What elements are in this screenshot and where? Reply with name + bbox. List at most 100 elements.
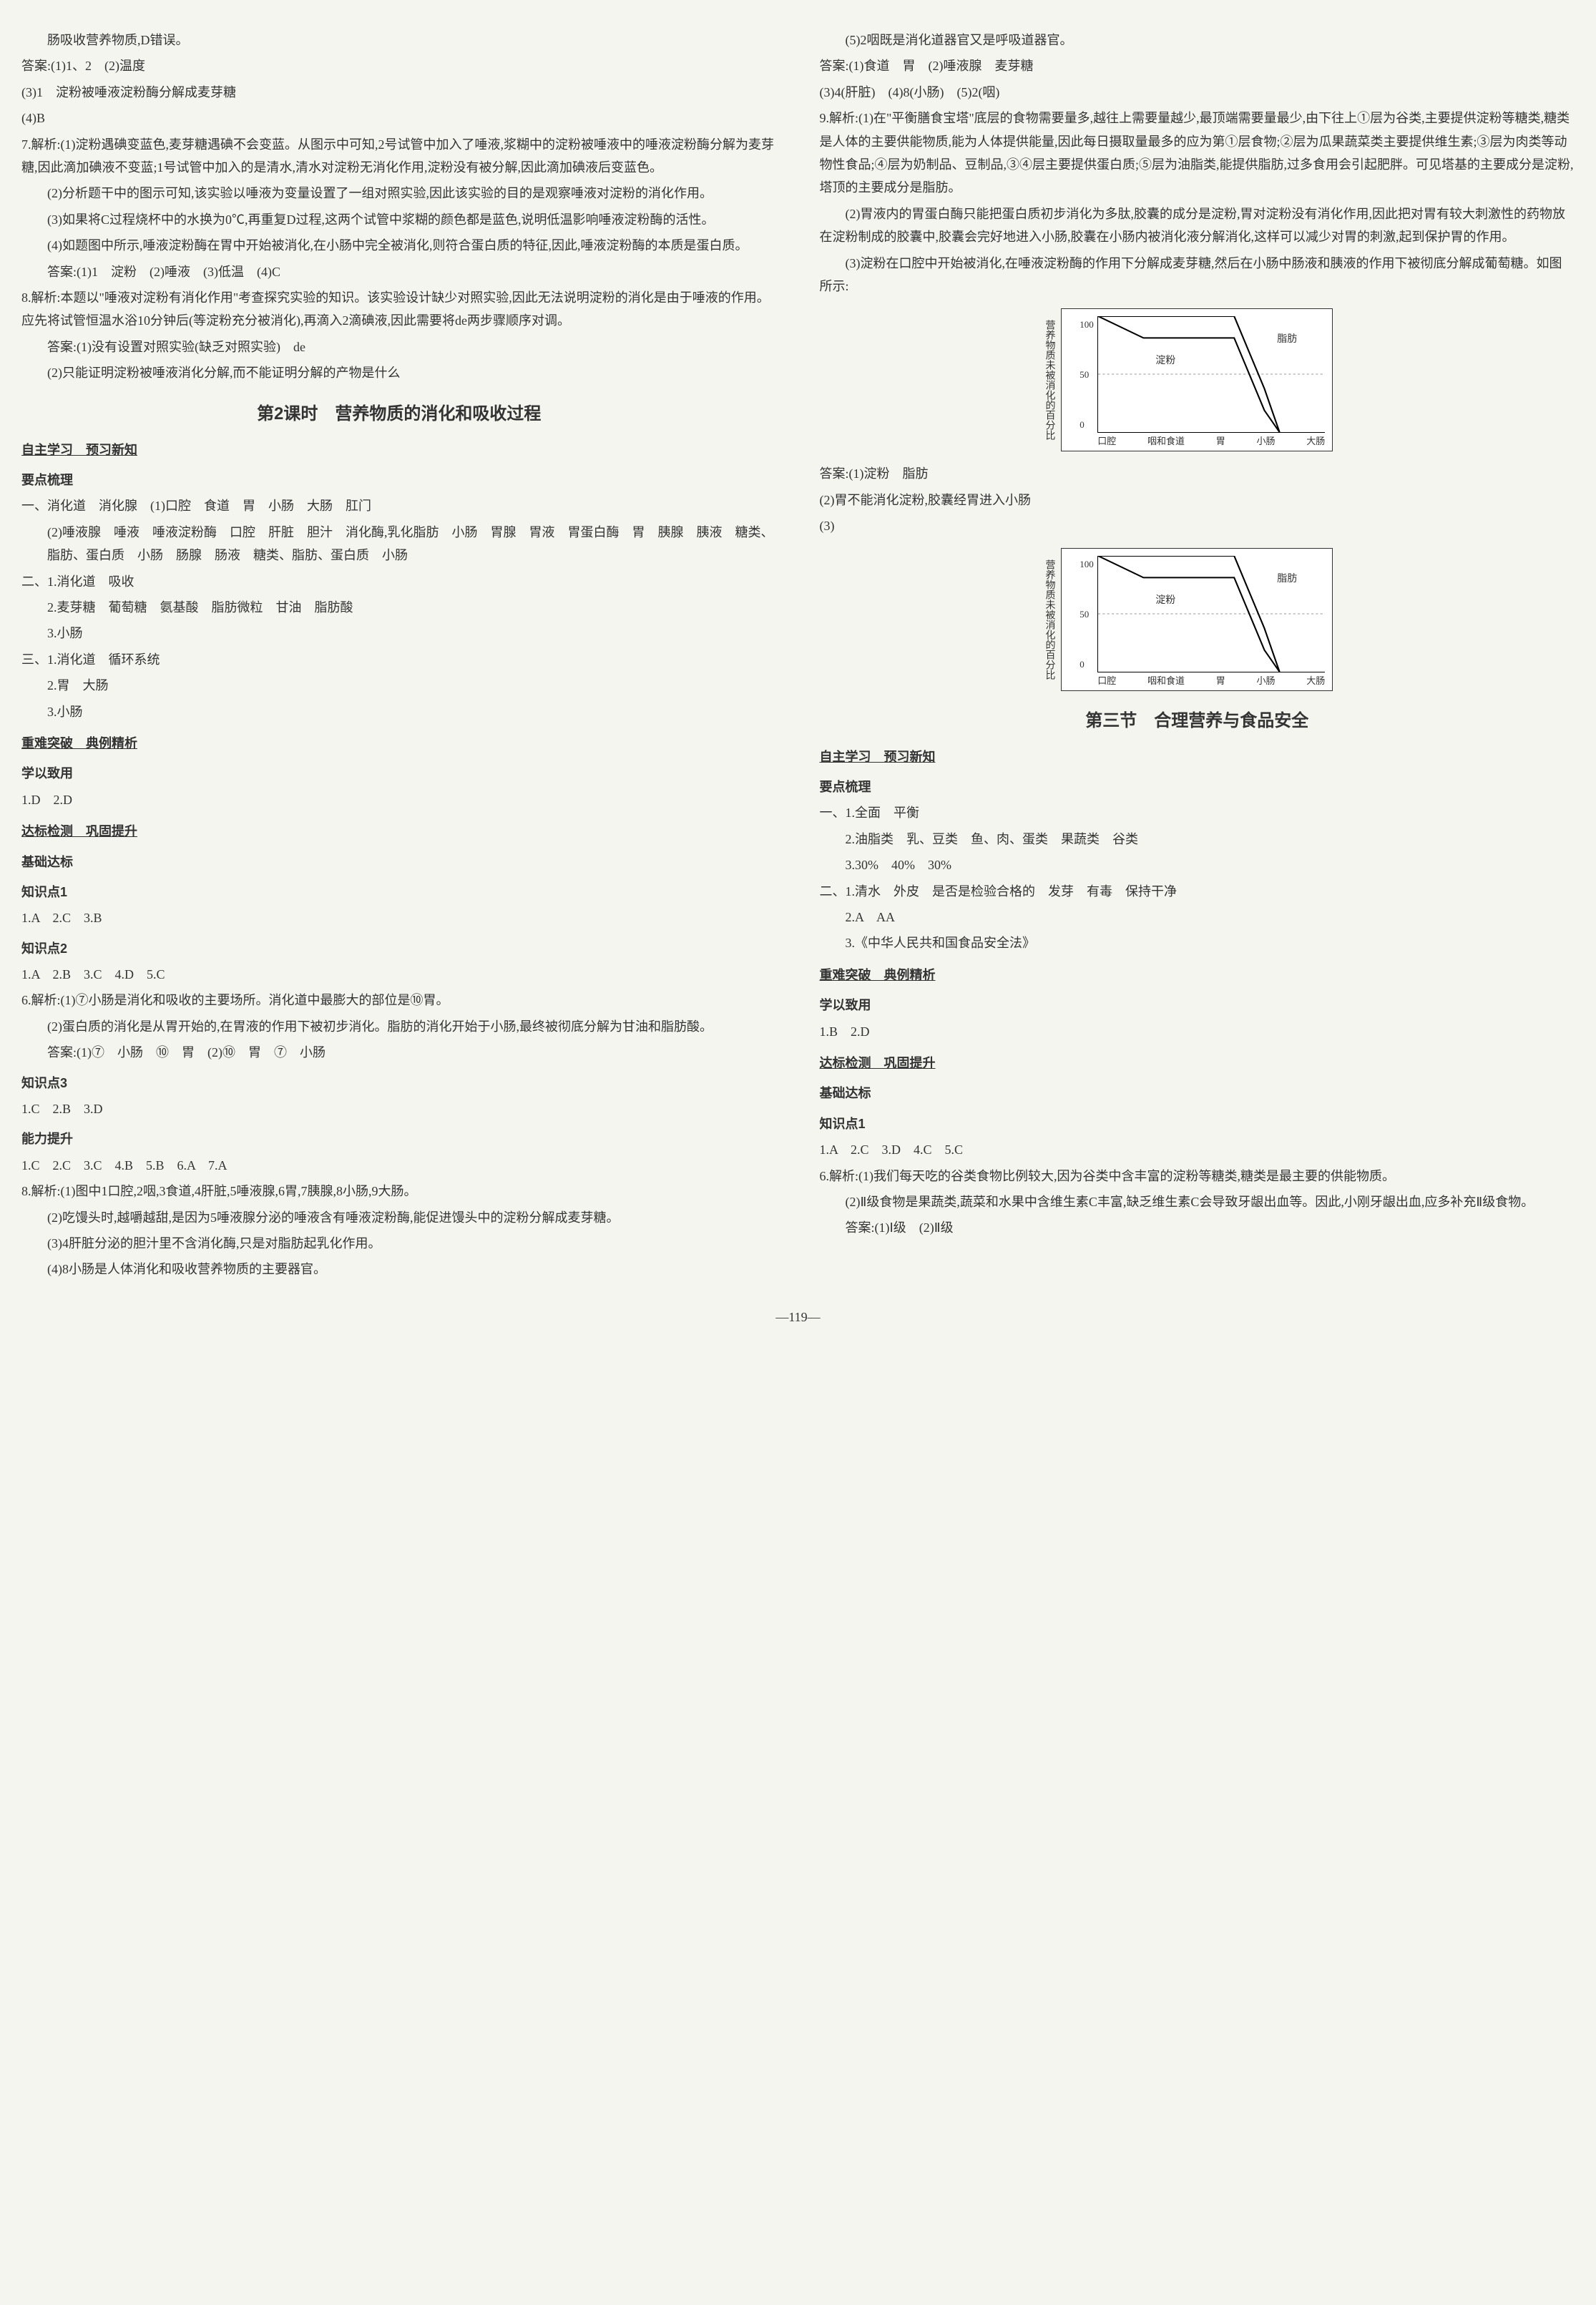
chart1: 营养物质未被消化的百分比 100 50 0 淀粉 脂肪 口腔 <box>1061 308 1333 451</box>
kp2-title: 知识点2 <box>21 937 777 960</box>
ytick2-100: 100 <box>1079 556 1094 572</box>
q8-answer-2: (2)只能证明淀粉被唾液消化分解,而不能证明分解的产物是什么 <box>21 361 777 384</box>
q9-analysis-1: 9.解析:(1)在"平衡膳食宝塔"底层的食物需要量多,越往上需要量越少,最顶端需… <box>820 107 1575 200</box>
chart1-yticks: 100 50 0 <box>1079 316 1094 433</box>
kp-line-5: 3.小肠 <box>21 622 777 645</box>
q8-cont-2: 答案:(1)食道 胃 (2)唾液腺 麦芽糖 <box>820 54 1575 77</box>
ytick-100: 100 <box>1079 316 1094 333</box>
kp3-title: 知识点3 <box>21 1072 777 1095</box>
page-number: —119— <box>21 1306 1575 1328</box>
xlabel2-4: 小肠 <box>1256 672 1275 689</box>
kp1-answers: 1.A 2.C 3.B <box>21 906 777 929</box>
q7-answer: 答案:(1)1 淀粉 (2)唾液 (3)低温 (4)C <box>21 260 777 283</box>
ytick2-50: 50 <box>1079 606 1094 622</box>
chart2: 营养物质未被消化的百分比 100 50 0 淀粉 脂肪 口腔 <box>1061 548 1333 691</box>
kp-line-2: (2)唾液腺 唾液 唾液淀粉酶 口腔 肝脏 胆汁 消化酶,乳化脂肪 小肠 胃腺 … <box>21 521 777 567</box>
right-column: (5)2咽既是消化道器官又是呼吸道器官。 答案:(1)食道 胃 (2)唾液腺 麦… <box>820 29 1575 1284</box>
xlabel2-1: 口腔 <box>1097 672 1116 689</box>
kp-line-3: 二、1.消化道 吸收 <box>21 570 777 593</box>
chart1-ylabel: 营养物质未被消化的百分比 <box>1040 309 1058 451</box>
xlabel-2: 咽和食道 <box>1147 433 1185 449</box>
ytick-0: 0 <box>1079 416 1094 433</box>
chart1-container: 营养物质未被消化的百分比 100 50 0 淀粉 脂肪 口腔 <box>1061 308 1333 451</box>
q8-cont-1: (5)2咽既是消化道器官又是呼吸道器官。 <box>820 29 1575 52</box>
page-container: 肠吸收营养物质,D错误。 答案:(1)1、2 (2)温度 (3)1 淀粉被唾液淀… <box>21 29 1575 1284</box>
q8b-analysis-4: (4)8小肠是人体消化和吸收营养物质的主要器官。 <box>21 1258 777 1281</box>
kp-line-7: 2.胃 大肠 <box>21 674 777 697</box>
kp-s3-5: 2.A AA <box>820 906 1575 929</box>
q8-cont-3: (3)4(肝脏) (4)8(小肠) (5)2(咽) <box>820 81 1575 104</box>
chart2-label-fat: 脂肪 <box>1277 570 1297 588</box>
intro-line-3: (3)1 淀粉被唾液淀粉酶分解成麦芽糖 <box>21 81 777 104</box>
kp1-title-s3: 知识点1 <box>820 1112 1575 1135</box>
q9-answer-1: 答案:(1)淀粉 脂肪 <box>820 462 1575 485</box>
kp2-answers: 1.A 2.B 3.C 4.D 5.C <box>21 963 777 986</box>
basic-title-s3: 基础达标 <box>820 1082 1575 1105</box>
ytick2-0: 0 <box>1079 656 1094 672</box>
chart1-label-starch: 淀粉 <box>1155 352 1175 370</box>
left-column: 肠吸收营养物质,D错误。 答案:(1)1、2 (2)温度 (3)1 淀粉被唾液淀… <box>21 29 777 1284</box>
q6-s3-answer: 答案:(1)Ⅰ级 (2)Ⅱ级 <box>820 1216 1575 1239</box>
q8-analysis-1: 8.解析:本题以"唾液对淀粉有消化作用"考查探究实验的知识。该实验设计缺少对照实… <box>21 286 777 333</box>
q9-answer-3: (3) <box>820 514 1575 537</box>
chart2-yticks: 100 50 0 <box>1079 556 1094 672</box>
kp1-answers-s3: 1.A 2.C 3.D 4.C 5.C <box>820 1138 1575 1161</box>
kp-line-6: 三、1.消化道 循环系统 <box>21 648 777 671</box>
section3-title: 第三节 合理营养与食品安全 <box>820 705 1575 736</box>
xlabel2-3: 胃 <box>1216 672 1225 689</box>
apply-answers: 1.D 2.D <box>21 788 777 811</box>
q9-analysis-2: (2)胃液内的胃蛋白酶只能把蛋白质初步消化为多肽,胶囊的成分是淀粉,胃对淀粉没有… <box>820 202 1575 249</box>
chart2-container: 营养物质未被消化的百分比 100 50 0 淀粉 脂肪 口腔 <box>1061 548 1333 691</box>
q8b-analysis-2: (2)吃馒头时,越嚼越甜,是因为5唾液腺分泌的唾液含有唾液淀粉酶,能促进馒头中的… <box>21 1206 777 1229</box>
chart2-area: 淀粉 脂肪 <box>1097 556 1325 672</box>
difficulty-title-s3: 重难突破 典例精析 <box>820 964 1575 987</box>
xlabel-5: 大肠 <box>1306 433 1325 449</box>
q9-answer-2: (2)胃不能消化淀粉,胶囊经胃进入小肠 <box>820 489 1575 512</box>
chart2-ylabel: 营养物质未被消化的百分比 <box>1040 549 1058 690</box>
chart2-xlabels: 口腔 咽和食道 胃 小肠 大肠 <box>1097 672 1325 689</box>
self-study-title: 自主学习 预习新知 <box>21 439 777 461</box>
kp-s3-3: 3.30% 40% 30% <box>820 853 1575 876</box>
kp-s3-1: 一、1.全面 平衡 <box>820 801 1575 824</box>
kp3-answers: 1.C 2.B 3.D <box>21 1097 777 1120</box>
q8b-analysis-3: (3)4肝脏分泌的胆汁里不含消化酶,只是对脂肪起乳化作用。 <box>21 1232 777 1255</box>
difficulty-title: 重难突破 典例精析 <box>21 732 777 755</box>
lesson2-title: 第2课时 营养物质的消化和吸收过程 <box>21 398 777 429</box>
q6-analysis-2: (2)蛋白质的消化是从胃开始的,在胃液的作用下被初步消化。脂肪的消化开始于小肠,… <box>21 1015 777 1038</box>
apply-title: 学以致用 <box>21 762 777 785</box>
basic-title: 基础达标 <box>21 851 777 873</box>
q6-s3-2: (2)Ⅱ级食物是果蔬类,蔬菜和水果中含维生素C丰富,缺乏维生素C会导致牙龈出血等… <box>820 1190 1575 1213</box>
ytick-50: 50 <box>1079 366 1094 383</box>
q6-answer: 答案:(1)⑦ 小肠 ⑩ 胃 (2)⑩ 胃 ⑦ 小肠 <box>21 1041 777 1064</box>
xlabel2-5: 大肠 <box>1306 672 1325 689</box>
q6-s3-1: 6.解析:(1)我们每天吃的谷类食物比例较大,因为谷类中含丰富的淀粉等糖类,糖类… <box>820 1165 1575 1188</box>
q7-analysis-3: (3)如果将C过程烧杯中的水换为0℃,再重复D过程,这两个试管中浆糊的颜色都是蓝… <box>21 208 777 231</box>
q6-analysis-1: 6.解析:(1)⑦小肠是消化和吸收的主要场所。消化道中最膨大的部位是⑩胃。 <box>21 989 777 1012</box>
chart1-xlabels: 口腔 咽和食道 胃 小肠 大肠 <box>1097 433 1325 449</box>
xlabel2-2: 咽和食道 <box>1147 672 1185 689</box>
intro-line: 肠吸收营养物质,D错误。 <box>21 29 777 52</box>
kp-line-4: 2.麦芽糖 葡萄糖 氨基酸 脂肪微粒 甘油 脂肪酸 <box>21 596 777 619</box>
kp-s3-2: 2.油脂类 乳、豆类 鱼、肉、蛋类 果蔬类 谷类 <box>820 828 1575 851</box>
apply-title-s3: 学以致用 <box>820 994 1575 1017</box>
intro-answer: 答案:(1)1、2 (2)温度 <box>21 54 777 77</box>
chart1-label-fat: 脂肪 <box>1277 331 1297 348</box>
q8b-analysis-1: 8.解析:(1)图中1口腔,2咽,3食道,4肝脏,5唾液腺,6胃,7胰腺,8小肠… <box>21 1180 777 1203</box>
q7-analysis-4: (4)如题图中所示,唾液淀粉酶在胃中开始被消化,在小肠中完全被消化,则符合蛋白质… <box>21 234 777 257</box>
intro-line-4: (4)B <box>21 107 777 129</box>
kp-line-1: 一、消化道 消化腺 (1)口腔 食道 胃 小肠 大肠 肛门 <box>21 494 777 517</box>
ability-answers: 1.C 2.C 3.C 4.B 5.B 6.A 7.A <box>21 1154 777 1177</box>
xlabel-4: 小肠 <box>1256 433 1275 449</box>
q7-analysis-2: (2)分析题干中的图示可知,该实验以唾液为变量设置了一组对照实验,因此该实验的目… <box>21 182 777 205</box>
key-points-title: 要点梳理 <box>21 469 777 491</box>
q9-analysis-3: (3)淀粉在口腔中开始被消化,在唾液淀粉酶的作用下分解成麦芽糖,然后在小肠中肠液… <box>820 252 1575 298</box>
standard-test-title-s3: 达标检测 巩固提升 <box>820 1052 1575 1075</box>
standard-test-title: 达标检测 巩固提升 <box>21 820 777 843</box>
q8-answer-1: 答案:(1)没有设置对照实验(缺乏对照实验) de <box>21 336 777 358</box>
xlabel-3: 胃 <box>1216 433 1225 449</box>
key-points-title-s3: 要点梳理 <box>820 775 1575 798</box>
apply-answers-s3: 1.B 2.D <box>820 1020 1575 1043</box>
q7-analysis-1: 7.解析:(1)淀粉遇碘变蓝色,麦芽糖遇碘不会变蓝。从图示中可知,2号试管中加入… <box>21 133 777 180</box>
chart2-label-starch: 淀粉 <box>1155 592 1175 610</box>
ability-title: 能力提升 <box>21 1127 777 1150</box>
